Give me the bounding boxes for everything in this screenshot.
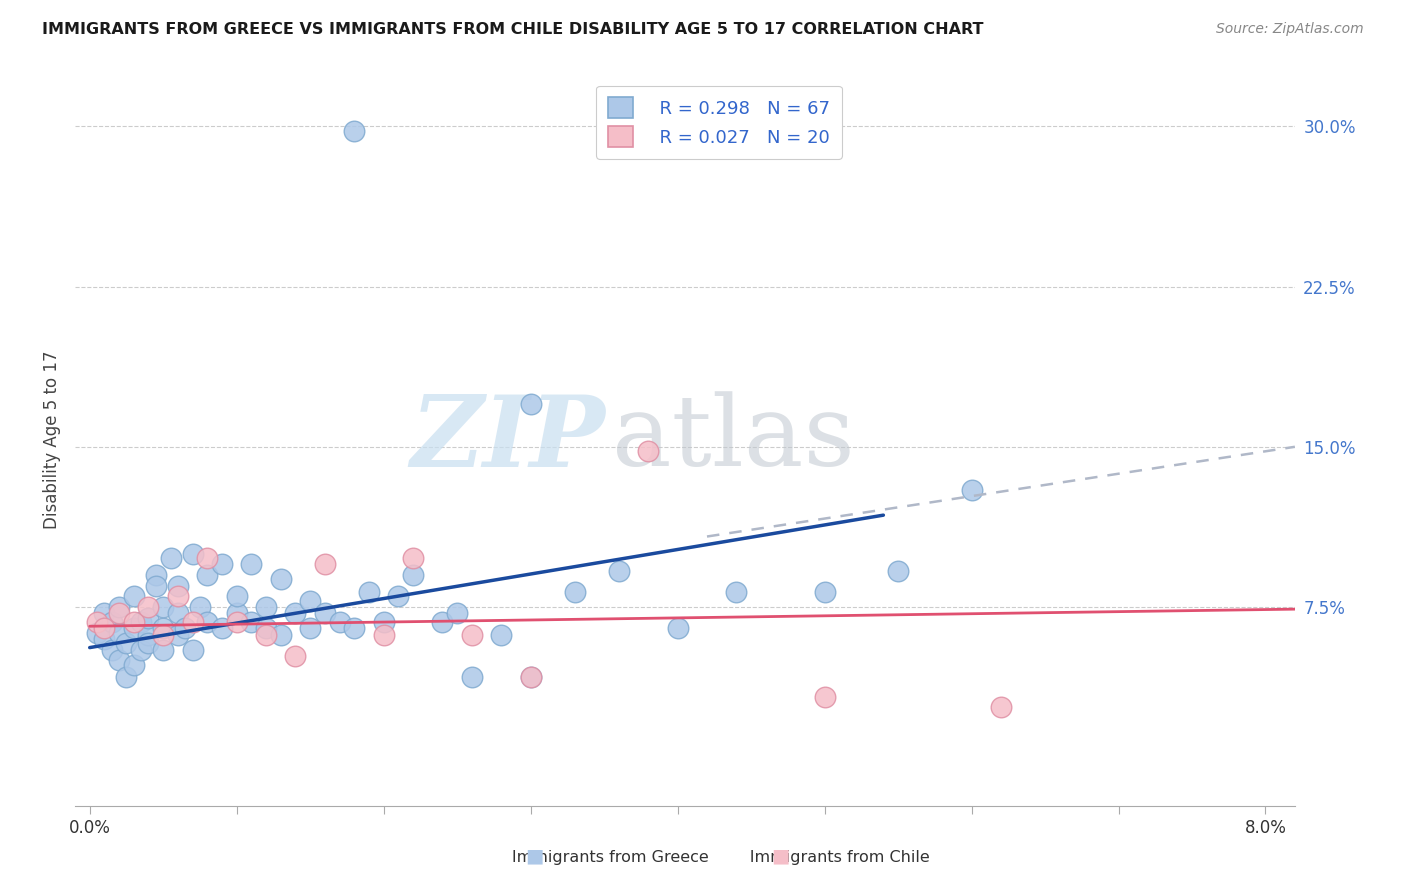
Point [225,607,247,621]
Point [725,585,748,599]
Point [387,590,409,604]
Point [108,653,131,667]
Point [373,615,395,629]
Point [254,600,277,615]
Point [607,564,630,578]
Point [174,621,197,635]
Point [637,444,659,458]
Point [299,593,322,607]
Point [402,550,425,565]
Point [152,642,174,657]
Point [813,690,835,704]
Point [138,628,160,642]
Point [115,636,138,650]
Legend:   R = 0.298   N = 67,   R = 0.027   N = 20: R = 0.298 N = 67, R = 0.027 N = 20 [596,86,842,159]
Point [960,483,983,497]
Point [284,607,307,621]
Point [461,628,484,642]
Point [270,572,292,586]
Point [100,615,122,629]
Point [195,550,218,565]
Point [329,615,352,629]
Point [254,628,277,642]
Text: IMMIGRANTS FROM GREECE VS IMMIGRANTS FROM CHILE DISABILITY AGE 5 TO 17 CORRELATI: IMMIGRANTS FROM GREECE VS IMMIGRANTS FRO… [42,22,984,37]
Point [152,628,174,642]
Text: ■: ■ [770,847,790,865]
Point [122,590,145,604]
Point [343,123,366,137]
Point [181,615,204,629]
Point [887,564,910,578]
Point [181,547,204,561]
Point [159,550,181,565]
Point [254,621,277,635]
Point [446,607,468,621]
Point [432,615,454,629]
Text: ■: ■ [524,847,544,865]
Point [211,621,233,635]
Point [666,621,689,635]
Point [181,642,204,657]
Point [357,585,380,599]
Point [314,558,336,572]
Point [373,628,395,642]
Point [343,621,366,635]
Point [86,625,108,640]
Point [129,642,152,657]
Point [122,657,145,672]
Point [225,615,247,629]
Point [122,621,145,635]
Point [519,671,541,685]
Point [240,615,263,629]
Point [145,568,167,582]
Text: atlas: atlas [612,392,855,487]
Point [990,700,1012,714]
Point [489,628,512,642]
Point [188,600,211,615]
Point [167,579,190,593]
Point [93,632,115,646]
Point [225,590,247,604]
Point [108,600,131,615]
Point [122,615,145,629]
Point [167,628,190,642]
Point [108,625,131,640]
Point [138,610,160,624]
Point [461,671,484,685]
Point [93,621,115,635]
Point [284,649,307,664]
Point [167,590,190,604]
Point [138,600,160,615]
Text: Immigrants from Greece        Immigrants from Chile: Immigrants from Greece Immigrants from C… [477,850,929,865]
Point [145,579,167,593]
Point [519,671,541,685]
Point [813,585,835,599]
Text: ZIP: ZIP [411,391,606,488]
Point [402,568,425,582]
Point [195,615,218,629]
Point [138,636,160,650]
Point [152,621,174,635]
Point [314,607,336,621]
Point [115,671,138,685]
Point [519,397,541,411]
Point [195,568,218,582]
Point [100,642,122,657]
Point [152,600,174,615]
Point [564,585,586,599]
Point [93,607,115,621]
Text: Source: ZipAtlas.com: Source: ZipAtlas.com [1216,22,1364,37]
Point [129,615,152,629]
Point [167,607,190,621]
Y-axis label: Disability Age 5 to 17: Disability Age 5 to 17 [44,350,60,529]
Point [86,615,108,629]
Point [270,628,292,642]
Point [108,607,131,621]
Point [211,558,233,572]
Point [240,558,263,572]
Point [299,621,322,635]
